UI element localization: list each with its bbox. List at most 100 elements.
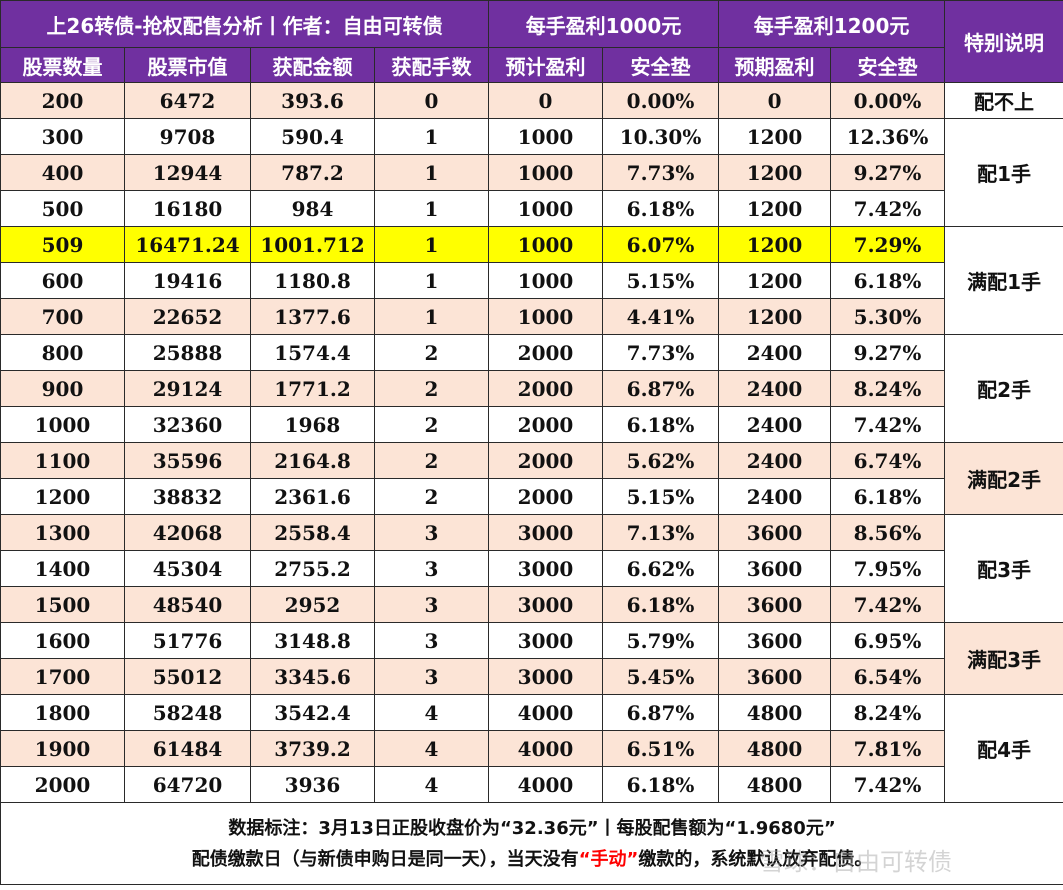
table-cell: 3600 [718,658,832,695]
table-cell: 1400 [0,550,125,587]
table-row: 1200 38832 2361.6 2 2000 5.15% 2400 6.18% [0,478,1063,515]
table-row: 400 12944 787.2 1 1000 7.73% 1200 9.27% [0,154,1063,191]
table-cell: 2 [373,370,490,407]
table-cell: 2 [373,406,490,443]
table-cell: 3 [373,586,490,623]
table-cell: 5.30% [830,298,946,335]
table-row: 1100 35596 2164.8 2 2000 5.62% 2400 6.74% 满配2手 [0,442,1063,515]
table-cell: 3600 [718,586,832,623]
table-cell: 1000 [488,226,604,263]
remark-cell: 配4手 [944,694,1063,803]
table-body: 200 6472 393.6 0 0 0.00% 0 0.00% 配不上 300 9708 590.4… [0,82,1063,803]
table-cell: 2400 [718,478,832,515]
remark-cell: 配1手 [944,118,1063,227]
table-cell: 5.15% [602,262,720,299]
table-cell: 1001.712 [250,226,375,263]
table-cell: 6.18% [830,478,946,515]
table-cell: 3000 [488,514,604,551]
table-cell: 6.18% [602,190,720,227]
table-cell: 38832 [124,478,251,515]
table-cell: 2000 [488,370,604,407]
table-cell: 7.81% [830,730,946,767]
table-cell: 2400 [718,442,832,479]
table-cell: 3000 [488,550,604,587]
table-cell: 35596 [124,442,251,479]
table-cell: 1200 [0,478,125,515]
table-cell: 2400 [718,406,832,443]
table-row: 900 29124 1771.2 2 2000 6.87% 2400 8.24% [0,370,1063,407]
table-cell: 1 [373,154,490,191]
table-cell: 1377.6 [250,298,375,335]
table-cell: 0 [488,82,604,119]
table-cell: 12.36% [830,118,946,155]
table-cell: 1800 [0,694,125,731]
footer-line-2-b: 缴款的，系统默认放弃配债。 [638,848,873,870]
table-cell: 1200 [718,190,832,227]
table-cell: 1180.8 [250,262,375,299]
table-cell: 2400 [718,334,832,371]
column-header: 股票数量 [0,47,125,83]
table-row: 1600 51776 3148.8 3 3000 5.79% 3600 6.95% 满配3手 [0,622,1063,695]
table-cell: 509 [0,226,125,263]
column-header: 预计盈利 [488,47,604,83]
table-cell: 3 [373,622,490,659]
table-cell: 300 [0,118,125,155]
table-cell: 7.95% [830,550,946,587]
table-cell: 25888 [124,334,251,371]
footer-line-2-a: 配债缴款日（与新债申购日是同一天），当天没有 [191,848,579,870]
table-cell: 5.79% [602,622,720,659]
table-row: 2000 64720 3936 4 4000 6.18% 4800 7.42% [0,766,1063,803]
table-cell: 3000 [488,658,604,695]
table-cell: 1200 [718,226,832,263]
table-cell: 2558.4 [250,514,375,551]
table-cell: 3600 [718,514,832,551]
table-cell: 590.4 [250,118,375,155]
table-cell: 6.18% [602,406,720,443]
footer-manual-highlight: “手动” [578,848,639,870]
table-cell: 1900 [0,730,125,767]
table-cell: 6.74% [830,442,946,479]
table-cell: 5.15% [602,478,720,515]
table-cell: 1500 [0,586,125,623]
table-cell: 7.73% [602,334,720,371]
table-cell: 2755.2 [250,550,375,587]
table-cell: 6.62% [602,550,720,587]
table-cell: 6.54% [830,658,946,695]
table-row: 600 19416 1180.8 1 1000 5.15% 1200 6.18% [0,262,1063,299]
table-cell: 393.6 [250,82,375,119]
table-cell: 48540 [124,586,251,623]
table-cell: 500 [0,190,125,227]
table-cell: 0 [373,82,490,119]
table-cell: 4.41% [602,298,720,335]
table-cell: 2400 [718,370,832,407]
table-row: 1300 42068 2558.4 3 3000 7.13% 3600 8.56% 配3手 [0,514,1063,623]
table-cell: 3936 [250,766,375,803]
table-cell: 3739.2 [250,730,375,767]
column-header: 获配金额 [250,47,375,83]
table-cell: 1 [373,262,490,299]
table-cell: 3000 [488,622,604,659]
table-cell: 2000 [0,766,125,803]
table-row: 300 9708 590.4 1 1000 10.30% 1200 12.36% 配1手 [0,118,1063,227]
table-cell: 51776 [124,622,251,659]
table-cell: 5.45% [602,658,720,695]
table-title: 上26转债-抢权配售分析丨作者：自由可转债 [0,0,490,48]
table-cell: 787.2 [250,154,375,191]
table-cell: 1574.4 [250,334,375,371]
table-cell: 1 [373,190,490,227]
table-cell: 4000 [488,694,604,731]
table-cell: 10.30% [602,118,720,155]
table-row: 1800 58248 3542.4 4 4000 6.87% 4800 8.24% 配4手 [0,694,1063,803]
table-cell: 1200 [718,262,832,299]
table-cell: 6.51% [602,730,720,767]
table-cell: 400 [0,154,125,191]
table-cell: 4800 [718,766,832,803]
table-cell: 2164.8 [250,442,375,479]
remark-cell: 满配3手 [944,622,1063,695]
table-row: 700 22652 1377.6 1 1000 4.41% 1200 5.30% [0,298,1063,335]
table-cell: 1200 [718,298,832,335]
note-header: 特别说明 [944,0,1063,83]
table-cell: 4800 [718,730,832,767]
footer-line-2: 配债缴款日（与新债申购日是同一天），当天没有“手动”缴款的，系统默认放弃配债。 [2,844,1063,875]
